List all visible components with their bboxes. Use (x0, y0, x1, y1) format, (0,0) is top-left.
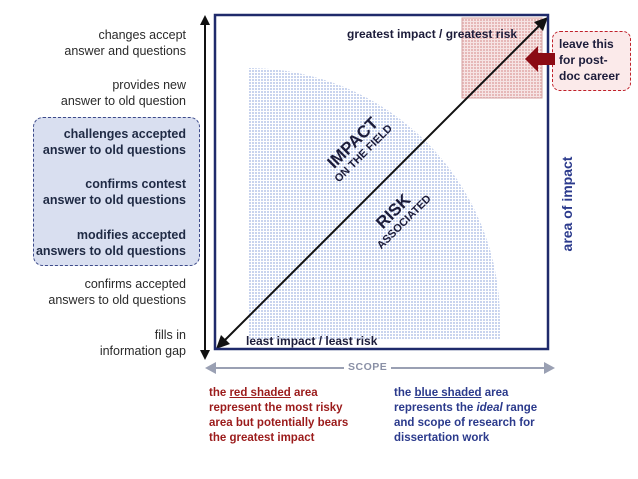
top-right-label: greatest impact / greatest risk (347, 27, 518, 41)
red-shaded-highlight: red shaded (229, 387, 291, 399)
y-label-provides-new: provides new answer to old question (60, 78, 186, 108)
bottom-left-label: least impact / least risk (246, 334, 378, 348)
y-label-modifies-accepted: modifies accepted answers to old questio… (35, 228, 186, 258)
area-of-impact-label: area of impact (559, 156, 575, 252)
y-label-changes-accept: changes accept answer and questions (64, 28, 186, 58)
callout-arrow-icon (525, 46, 555, 72)
scope-label: SCOPE (344, 361, 392, 373)
diagram-frame (213, 13, 550, 351)
y-label-challenges-accepted: challenges accepted answer to old questi… (42, 127, 186, 157)
post-doc-callout: leave this for post- doc career (552, 31, 631, 91)
red-zone-note: the red shaded area represent the most r… (209, 387, 349, 444)
y-label-confirms-accepted: confirms accepted answers to old questio… (48, 277, 186, 307)
y-axis-arrow (200, 15, 210, 360)
y-label-confirms-contest: confirms contest answer to old questions (42, 177, 186, 207)
y-label-fills-in: fills in information gap (99, 328, 186, 358)
emphasis-box (33, 117, 200, 266)
callout-text: leave this for post- doc career (559, 37, 620, 83)
ideal-highlight: ideal (476, 402, 503, 414)
blue-shaded-highlight: blue shaded (414, 387, 482, 399)
blue-shaded-zone (248, 68, 500, 340)
blue-zone-note: the blue shaded area represents the idea… (394, 387, 538, 444)
